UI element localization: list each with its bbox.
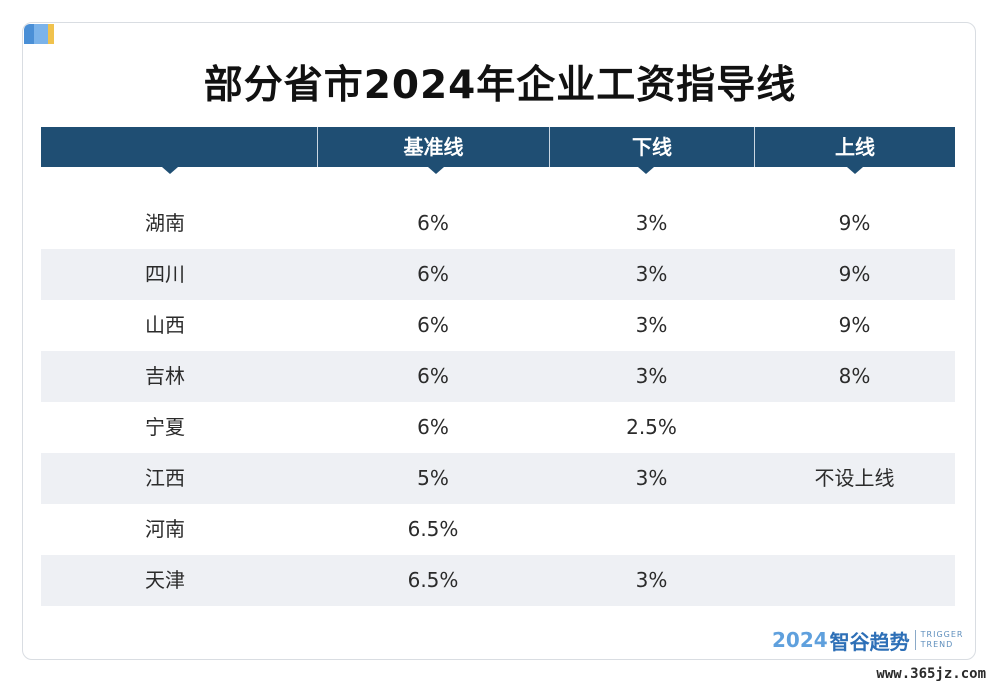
cell-upper: 8% xyxy=(838,364,871,388)
cell-region: 江西 xyxy=(145,466,185,490)
table-row: 江西 5% 3% 不设上线 xyxy=(41,453,955,504)
cell-upper: 9% xyxy=(838,262,871,286)
brand-divider xyxy=(914,630,916,650)
table-header: 基准线 下线 上线 xyxy=(41,127,955,167)
cell-base: 6% xyxy=(417,211,449,235)
cell-base: 6% xyxy=(417,364,449,388)
header-cell-region xyxy=(41,127,317,167)
header-cell-lower: 下线 xyxy=(549,127,754,167)
cell-lower xyxy=(549,504,754,555)
brand-en-line1: TRIGGER xyxy=(920,630,964,639)
cell-lower: 3% xyxy=(635,313,668,337)
cell-base: 6.5% xyxy=(407,568,459,592)
cell-base: 6% xyxy=(417,415,449,439)
table-row: 吉林 6% 3% 8% xyxy=(41,351,955,402)
table-row: 宁夏 6% 2.5% xyxy=(41,402,955,453)
cell-upper: 9% xyxy=(838,313,871,337)
table-row: 天津 6.5% 3% xyxy=(41,555,955,606)
cell-upper xyxy=(754,402,955,453)
brand-logo: 2024 智谷趋势 TRIGGER TREND xyxy=(772,626,964,654)
header-pointer-icon xyxy=(428,167,444,174)
table-row: 湖南 6% 3% 9% xyxy=(41,198,955,249)
cell-lower: 3% xyxy=(635,364,668,388)
table-row: 山西 6% 3% 9% xyxy=(41,300,955,351)
cell-base: 6% xyxy=(417,262,449,286)
cell-base: 6% xyxy=(417,313,449,337)
cell-region: 湖南 xyxy=(145,211,185,235)
cell-upper: 9% xyxy=(838,211,871,235)
page-title: 部分省市2024年企业工资指导线 xyxy=(203,63,797,108)
cell-lower: 3% xyxy=(635,466,668,490)
table-row: 河南 6.5% xyxy=(41,504,955,555)
cell-region: 吉林 xyxy=(145,364,185,388)
cell-base: 5% xyxy=(417,466,449,490)
corner-logo-mark xyxy=(24,24,56,44)
header-cell-base: 基准线 xyxy=(317,127,549,167)
cell-base: 6.5% xyxy=(407,517,459,541)
brand-name: 智谷趋势 xyxy=(829,629,910,654)
table-row: 四川 6% 3% 9% xyxy=(41,249,955,300)
header-pointer-icon xyxy=(847,167,863,174)
brand-english: TRIGGER TREND xyxy=(921,630,964,650)
cell-region: 河南 xyxy=(145,517,185,541)
cell-region: 宁夏 xyxy=(145,415,185,439)
header-pointer-icon xyxy=(162,167,178,174)
header-cell-upper: 上线 xyxy=(754,127,955,167)
cell-lower: 3% xyxy=(635,568,668,592)
header-pointer-icon xyxy=(638,167,654,174)
cell-region: 天津 xyxy=(145,568,185,592)
cell-upper xyxy=(754,504,955,555)
cell-lower: 2.5% xyxy=(626,415,677,439)
brand-en-line2: TREND xyxy=(920,640,954,649)
brand-year: 2024 xyxy=(772,628,828,652)
cell-upper xyxy=(754,555,955,606)
cell-region: 四川 xyxy=(145,262,185,286)
watermark: www.365jz.com xyxy=(876,666,986,682)
cell-lower: 3% xyxy=(635,211,668,235)
cell-lower: 3% xyxy=(635,262,668,286)
cell-upper: 不设上线 xyxy=(814,466,895,490)
cell-region: 山西 xyxy=(145,313,185,337)
